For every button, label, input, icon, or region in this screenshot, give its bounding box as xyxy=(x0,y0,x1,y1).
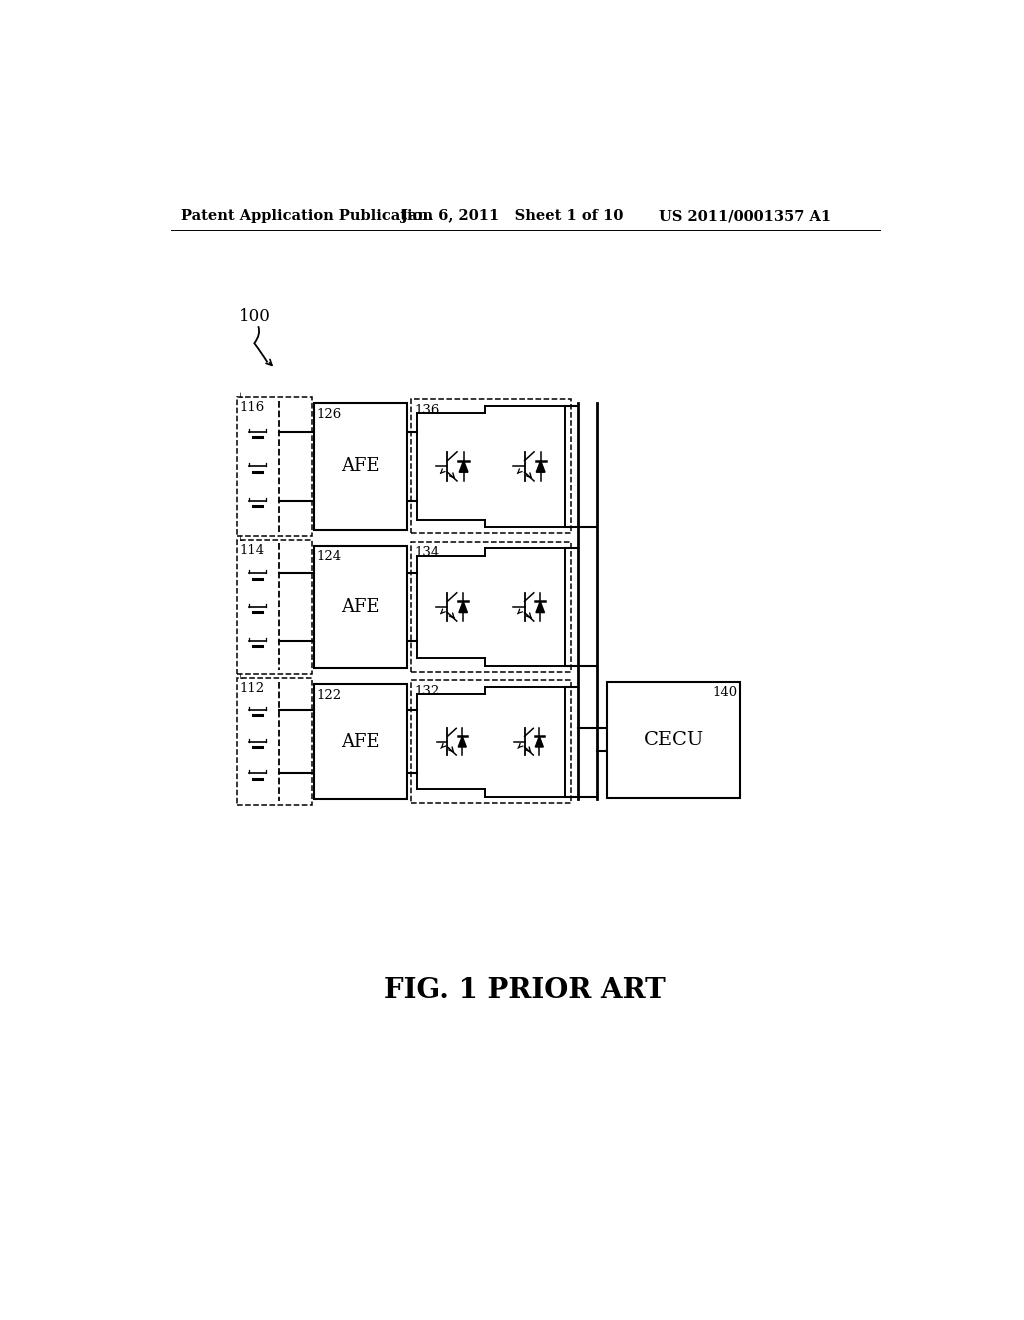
Text: AFE: AFE xyxy=(341,733,380,751)
Text: 114: 114 xyxy=(240,544,265,557)
Text: AFE: AFE xyxy=(341,458,380,475)
Text: 140: 140 xyxy=(713,686,738,700)
Bar xyxy=(411,400,571,533)
Text: 112: 112 xyxy=(240,682,265,696)
Text: 132: 132 xyxy=(414,685,439,698)
Bar xyxy=(607,682,740,797)
Text: └: └ xyxy=(238,395,243,403)
Text: Jan. 6, 2011   Sheet 1 of 10: Jan. 6, 2011 Sheet 1 of 10 xyxy=(400,209,624,223)
Polygon shape xyxy=(459,461,468,473)
Bar xyxy=(314,404,407,529)
Bar xyxy=(411,681,571,803)
Text: 124: 124 xyxy=(316,550,341,564)
Text: AFE: AFE xyxy=(341,598,380,616)
Text: 122: 122 xyxy=(316,689,341,702)
Text: Patent Application Publication: Patent Application Publication xyxy=(180,209,433,223)
Bar xyxy=(314,545,407,668)
Text: CECU: CECU xyxy=(643,731,703,748)
Polygon shape xyxy=(458,737,466,747)
Polygon shape xyxy=(536,737,544,747)
Text: └: └ xyxy=(238,537,243,545)
Bar xyxy=(237,678,311,805)
Bar xyxy=(411,541,571,672)
Bar xyxy=(237,540,311,675)
Bar xyxy=(237,397,311,536)
Text: └: └ xyxy=(238,676,243,684)
Text: 100: 100 xyxy=(239,308,270,325)
Text: US 2011/0001357 A1: US 2011/0001357 A1 xyxy=(658,209,831,223)
Text: 136: 136 xyxy=(414,404,439,417)
Polygon shape xyxy=(459,602,467,612)
Bar xyxy=(314,684,407,799)
Polygon shape xyxy=(536,602,545,612)
Polygon shape xyxy=(537,461,545,473)
Text: FIG. 1 PRIOR ART: FIG. 1 PRIOR ART xyxy=(384,977,666,1003)
Text: 126: 126 xyxy=(316,408,342,421)
Text: 116: 116 xyxy=(240,401,265,414)
Text: 134: 134 xyxy=(414,546,439,560)
